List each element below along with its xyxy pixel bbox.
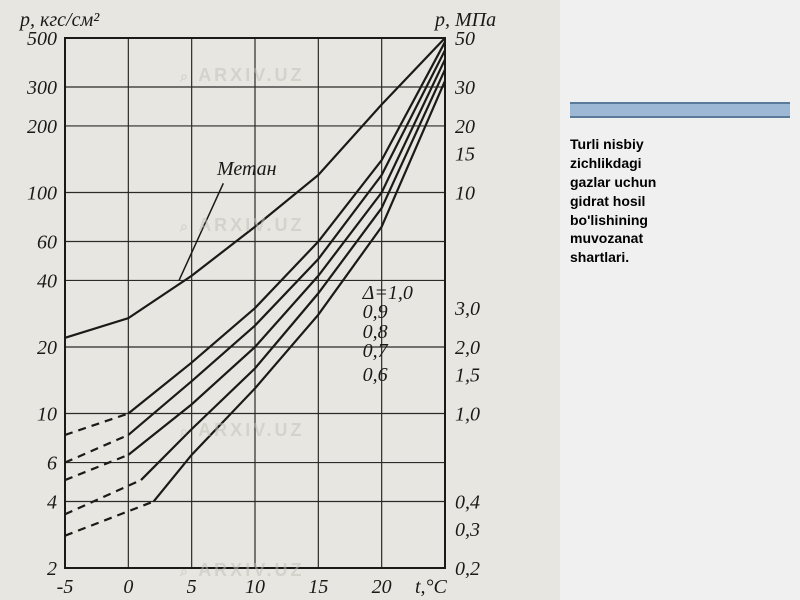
sidebar: Turli nisbiy zichlikdagi gazlar uchun gi… <box>570 0 800 600</box>
svg-text:100: 100 <box>27 182 57 204</box>
svg-text:30: 30 <box>454 77 475 99</box>
svg-text:0,7: 0,7 <box>363 340 389 362</box>
svg-text:1,5: 1,5 <box>455 365 480 387</box>
svg-text:-5: -5 <box>57 576 74 598</box>
svg-text:20: 20 <box>372 576 392 598</box>
svg-text:6: 6 <box>47 453 57 475</box>
svg-text:р, кгс/см²: р, кгс/см² <box>18 9 100 31</box>
svg-text:2: 2 <box>47 558 57 580</box>
svg-text:15: 15 <box>455 144 475 166</box>
svg-text:0,6: 0,6 <box>363 364 388 386</box>
hydrate-equilibrium-chart: МетанΔ=1,00,90,80,70,6246102040601002003… <box>0 0 560 600</box>
svg-text:0,4: 0,4 <box>455 491 480 513</box>
svg-text:0: 0 <box>123 576 133 598</box>
svg-text:Метан: Метан <box>216 158 277 180</box>
svg-text:4: 4 <box>47 491 57 513</box>
svg-text:2,0: 2,0 <box>455 337 480 359</box>
svg-text:5: 5 <box>187 576 197 598</box>
svg-text:50: 50 <box>455 28 475 50</box>
svg-text:200: 200 <box>27 116 57 138</box>
svg-text:40: 40 <box>37 270 57 292</box>
svg-text:3,0: 3,0 <box>454 298 480 320</box>
svg-text:20: 20 <box>455 116 475 138</box>
svg-text:10: 10 <box>245 576 265 598</box>
chart-container: МетанΔ=1,00,90,80,70,6246102040601002003… <box>0 0 560 600</box>
title-bar <box>570 102 790 118</box>
svg-text:500: 500 <box>27 28 57 50</box>
svg-text:0,3: 0,3 <box>455 519 480 541</box>
svg-text:t,°C: t,°C <box>415 576 448 598</box>
svg-text:1,0: 1,0 <box>455 404 480 426</box>
svg-text:0,2: 0,2 <box>455 558 480 580</box>
svg-text:60: 60 <box>37 232 57 254</box>
chart-caption: Turli nisbiy zichlikdagi gazlar uchun gi… <box>570 135 680 267</box>
svg-text:р, МПа: р, МПа <box>433 9 496 31</box>
svg-text:10: 10 <box>37 404 57 426</box>
svg-text:10: 10 <box>455 182 475 204</box>
svg-text:300: 300 <box>26 77 57 99</box>
svg-text:20: 20 <box>37 337 57 359</box>
svg-text:15: 15 <box>308 576 328 598</box>
